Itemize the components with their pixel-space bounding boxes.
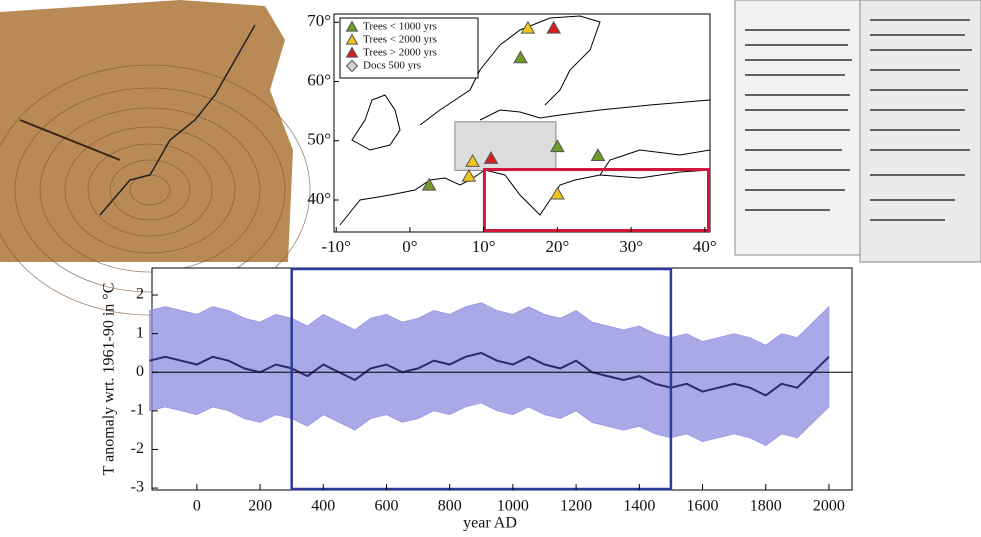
x-tick-label: 600 xyxy=(374,498,398,515)
legend-marker xyxy=(345,20,359,32)
x-tick-label: 1800 xyxy=(750,498,782,515)
y-axis-label: T anomaly wrt. 1961-90 in °C xyxy=(101,283,118,476)
legend-label: Trees > 2000 yrs xyxy=(363,47,437,59)
x-tick-label: -10° xyxy=(321,237,350,256)
site-marker xyxy=(546,20,562,34)
y-tick-label: 2 xyxy=(136,286,144,303)
x-tick-label: 1600 xyxy=(687,498,719,515)
legend-marker xyxy=(345,46,359,58)
y-tick-label: 40° xyxy=(307,189,331,208)
x-tick-label: 200 xyxy=(248,498,272,515)
x-axis-label: year AD xyxy=(463,515,517,532)
x-tick-label: 0 xyxy=(193,498,201,515)
x-tick-label: 10° xyxy=(472,237,496,256)
legend-box xyxy=(339,17,479,79)
x-tick-label: 1400 xyxy=(623,498,655,515)
y-tick-label: 70° xyxy=(307,11,331,30)
site-marker xyxy=(550,139,565,153)
legend-marker xyxy=(345,33,359,45)
y-tick-label: 60° xyxy=(307,70,331,89)
y-tick-label: -3 xyxy=(131,479,144,496)
site-marker xyxy=(590,148,606,161)
site-marker xyxy=(520,20,536,34)
legend-label: Trees < 2000 yrs xyxy=(363,34,437,46)
coastlines xyxy=(339,15,710,226)
x-tick-label: 40° xyxy=(693,237,717,256)
map-region xyxy=(482,168,710,233)
site-marker xyxy=(550,186,565,200)
x-tick-label: 1000 xyxy=(497,498,529,515)
x-tick-label: 2000 xyxy=(813,498,845,515)
mean-line xyxy=(149,351,830,397)
y-tick-label: -2 xyxy=(131,440,144,457)
x-tick-label: 400 xyxy=(311,498,335,515)
site-marker xyxy=(421,177,437,191)
y-tick-label: 1 xyxy=(136,324,144,341)
uncertainty-band xyxy=(149,302,830,446)
x-tick-label: 800 xyxy=(438,498,462,515)
site-marker xyxy=(465,153,480,167)
legend-label: Docs 500 yrs xyxy=(363,60,421,72)
site-marker xyxy=(483,151,499,164)
x-tick-label: 0° xyxy=(402,237,417,256)
y-tick-label: 0 xyxy=(136,363,144,380)
site-marker xyxy=(461,168,477,182)
tree-ring-photo xyxy=(0,0,311,316)
x-tick-label: 20° xyxy=(545,237,569,256)
x-tick-label: 30° xyxy=(619,237,643,256)
y-tick-label: -1 xyxy=(131,402,144,419)
manuscript-photo xyxy=(734,0,981,263)
legend-label: Trees < 1000 yrs xyxy=(363,21,437,33)
legend-marker xyxy=(345,59,359,73)
x-tick-label: 1200 xyxy=(560,498,592,515)
y-tick-label: 50° xyxy=(307,130,331,149)
highlight-box xyxy=(290,267,673,491)
site-marker xyxy=(513,50,528,64)
